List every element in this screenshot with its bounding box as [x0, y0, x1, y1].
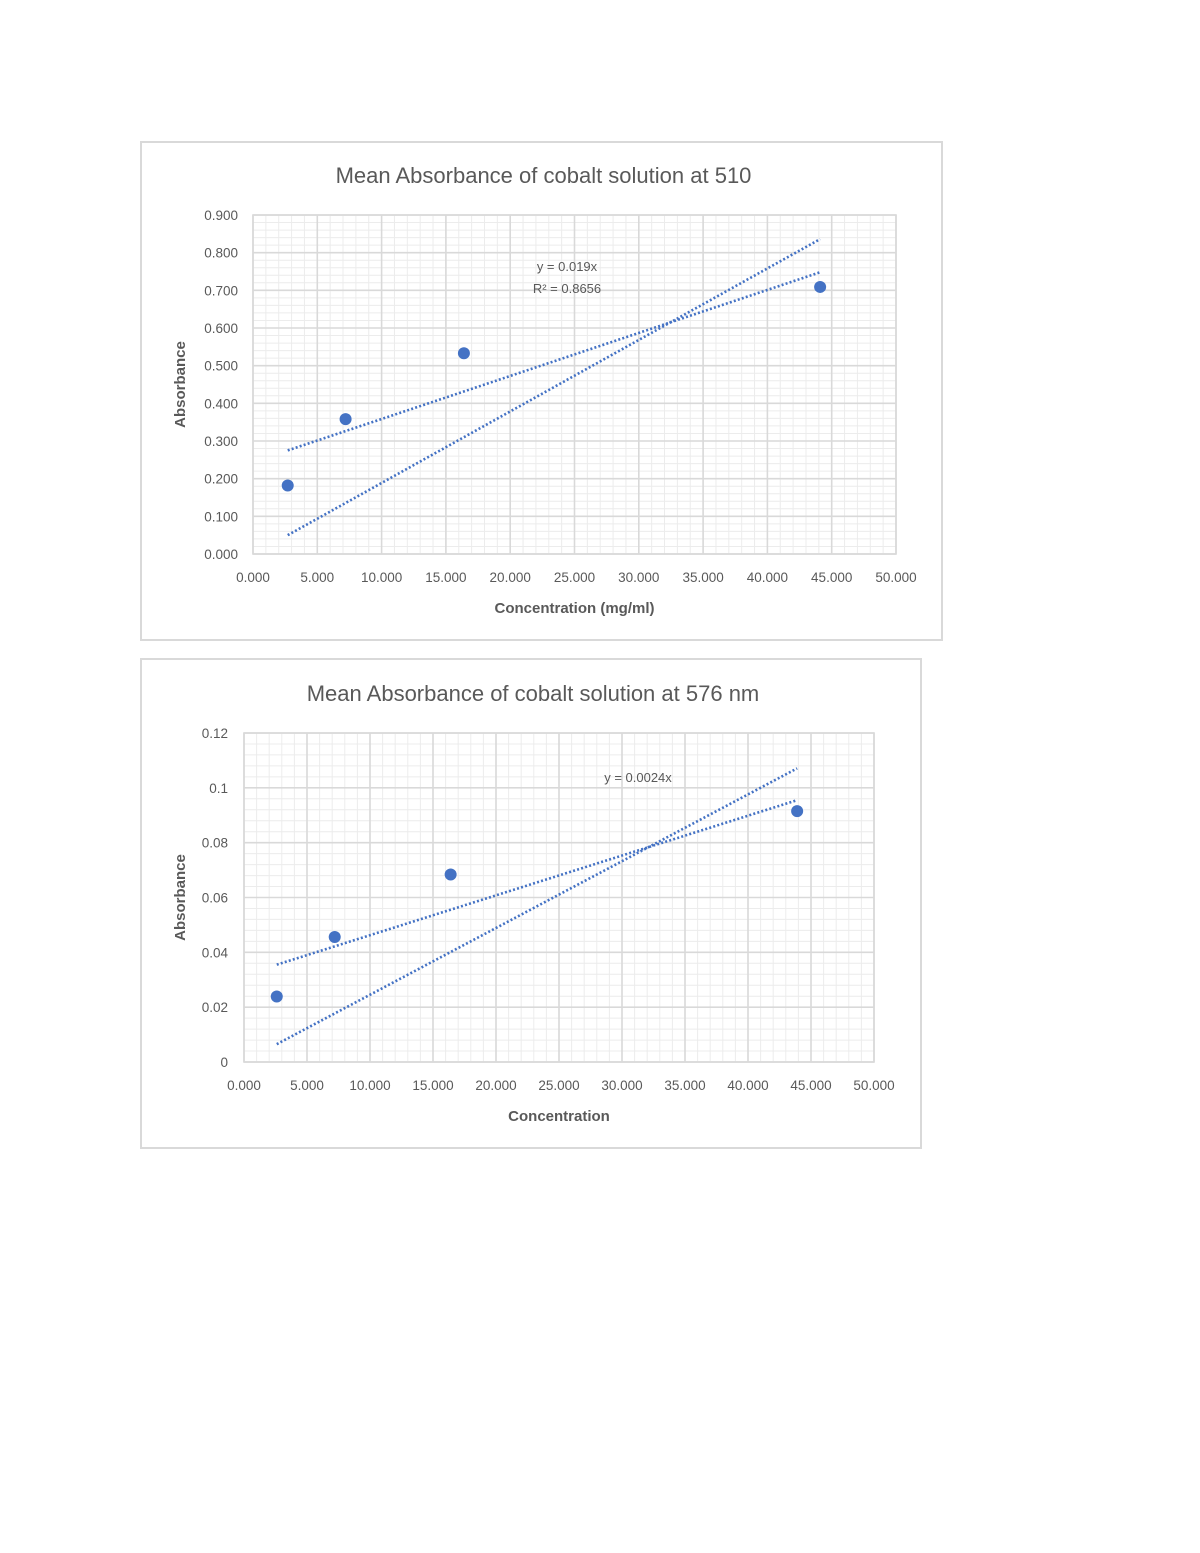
chart-510-trendline-label: y = 0.019x: [537, 259, 598, 274]
chart-510-x-tick-label: 25.000: [554, 570, 595, 585]
chart-576-x-tick-label: 0.000: [227, 1078, 261, 1093]
chart-510-x-axis-title: Concentration (mg/ml): [495, 600, 655, 617]
chart-510-y-tick-label: 0.800: [204, 246, 238, 261]
chart-510-x-tick-label: 35.000: [682, 570, 723, 585]
chart-576-data-point: [328, 930, 341, 943]
chart-576-plot-area: [243, 732, 875, 1063]
chart-510-y-tick-label: 0.700: [204, 283, 238, 298]
chart-510-x-tick-label: 15.000: [425, 570, 466, 585]
chart-576-x-axis-title: Concentration: [508, 1108, 610, 1125]
chart-510-data-point: [281, 479, 294, 492]
chart-576-y-tick-label: 0.04: [202, 945, 229, 960]
chart-510-data-point: [814, 280, 827, 293]
chart-576-x-tick-label: 10.000: [349, 1078, 390, 1093]
chart-510-x-tick-label: 45.000: [811, 570, 852, 585]
chart-510-x-tick-label: 50.000: [875, 570, 916, 585]
chart-510-y-tick-label: 0.400: [204, 396, 238, 411]
chart-576-y-tick-label: 0.06: [202, 891, 228, 906]
chart-576-y-tick-label: 0.02: [202, 1000, 228, 1015]
chart-510-x-tick-label: 5.000: [300, 570, 334, 585]
chart-510-x-tick-label: 10.000: [361, 570, 402, 585]
chart-510-data-point: [457, 347, 470, 360]
chart-510-trendline-1: [287, 271, 821, 452]
chart-510-y-axis-title: Absorbance: [172, 341, 189, 428]
chart-576-y-tick-label: 0: [220, 1055, 228, 1070]
chart-576-x-tick-label: 50.000: [853, 1078, 894, 1093]
chart-576-data-point: [270, 990, 283, 1003]
chart-576-x-tick-label: 35.000: [664, 1078, 705, 1093]
chart-510-y-tick-label: 0.000: [204, 547, 238, 562]
chart-510-y-tick-label: 0.900: [204, 208, 238, 223]
chart-576-container: Mean Absorbance of cobalt solution at 57…: [140, 658, 922, 1149]
chart-510: Mean Absorbance of cobalt solution at 51…: [172, 163, 917, 617]
chart-576-data-point: [791, 805, 804, 818]
chart-576-x-tick-label: 30.000: [601, 1078, 642, 1093]
chart-576-x-tick-label: 5.000: [290, 1078, 324, 1093]
chart-576: Mean Absorbance of cobalt solution at 57…: [172, 681, 895, 1125]
chart-510-y-tick-label: 0.300: [204, 434, 238, 449]
chart-576-y-tick-label: 0.1: [209, 781, 228, 796]
chart-576-data-point: [444, 868, 457, 881]
chart-510-plot-area: [252, 214, 897, 555]
chart-510-title: Mean Absorbance of cobalt solution at 51…: [336, 163, 752, 188]
chart-576-x-tick-label: 40.000: [727, 1078, 768, 1093]
chart-576-trendline-label: y = 0.0024x: [604, 770, 672, 785]
chart-576-trendline-1: [276, 798, 798, 966]
chart-576-y-tick-label: 0.08: [202, 836, 228, 851]
chart-510-data-point: [339, 413, 352, 426]
chart-510-x-tick-label: 40.000: [747, 570, 788, 585]
chart-510-y-tick-label: 0.600: [204, 321, 238, 336]
chart-576-title: Mean Absorbance of cobalt solution at 57…: [307, 681, 760, 706]
chart-576-gridlines: [243, 732, 875, 1063]
chart-576-y-axis-title: Absorbance: [172, 854, 189, 941]
chart-510-y-tick-label: 0.100: [204, 509, 238, 524]
chart-576-x-tick-label: 20.000: [475, 1078, 516, 1093]
chart-576-x-tick-label: 15.000: [412, 1078, 453, 1093]
chart-576-trendline-2: [276, 767, 798, 1046]
chart-510-x-tick-label: 20.000: [490, 570, 531, 585]
chart-510-x-tick-label: 0.000: [236, 570, 270, 585]
chart-576-x-tick-label: 45.000: [790, 1078, 831, 1093]
chart-510-trendline-2: [287, 237, 821, 537]
chart-510-y-tick-label: 0.200: [204, 472, 238, 487]
chart-576-x-tick-label: 25.000: [538, 1078, 579, 1093]
chart-510-container: Mean Absorbance of cobalt solution at 51…: [140, 141, 943, 641]
chart-576-y-tick-label: 0.12: [202, 726, 228, 741]
chart-510-y-tick-label: 0.500: [204, 359, 238, 374]
chart-510-x-tick-label: 30.000: [618, 570, 659, 585]
chart-510-trendline-label: R² = 0.8656: [533, 281, 601, 296]
